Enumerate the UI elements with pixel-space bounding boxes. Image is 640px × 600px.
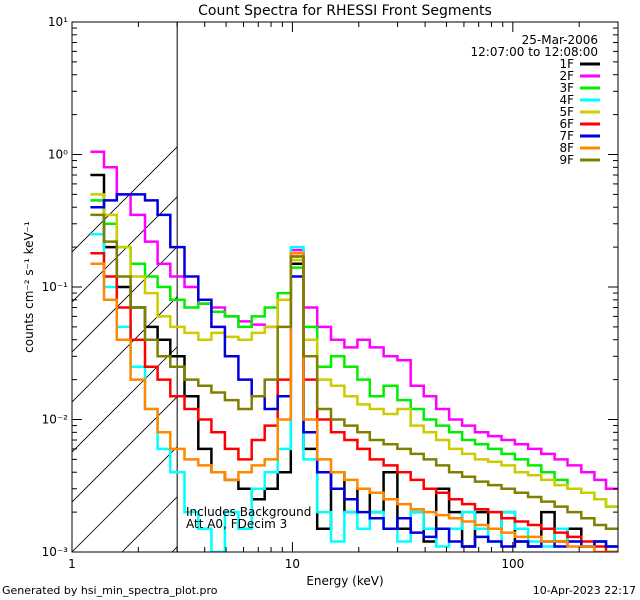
series-line-6F xyxy=(90,251,618,552)
legend-label-7F: 7F xyxy=(559,129,574,143)
legend-label-8F: 8F xyxy=(559,141,574,155)
y-axis-label: counts cm⁻² s⁻¹ keV⁻¹ xyxy=(22,221,36,353)
axes: 1 10 100 10⁻³ 10⁻² 10⁻¹ 10⁰ 10¹ xyxy=(42,15,619,571)
legend-label-1F: 1F xyxy=(559,57,574,71)
x-tick-label: 100 xyxy=(501,557,524,571)
y-tick-label: 10⁻³ xyxy=(42,545,69,559)
y-tick-label: 10⁻¹ xyxy=(42,280,69,294)
series-line-8F xyxy=(90,251,618,552)
legend-label-6F: 6F xyxy=(559,117,574,131)
x-tick-label: 10 xyxy=(285,557,300,571)
series-line-7F xyxy=(90,193,618,548)
timestamp-label: 10-Apr-2023 22:17 xyxy=(533,584,636,597)
date-label: 25-Mar-2006 xyxy=(522,33,598,47)
y-tick-label: 10⁻² xyxy=(42,413,69,427)
hatch-line xyxy=(72,246,178,353)
annotation-background: Includes Background xyxy=(186,505,311,519)
y-tick-label: 10⁰ xyxy=(48,148,68,162)
legend-label-3F: 3F xyxy=(559,81,574,95)
chart-title: Count Spectra for RHESSI Front Segments xyxy=(198,3,492,19)
hatch-line xyxy=(622,22,640,552)
series-lines xyxy=(90,22,618,552)
annotation-attenuator: Att A0, FDecim 3 xyxy=(186,517,287,531)
x-tick-label: 1 xyxy=(68,557,76,571)
legend-label-5F: 5F xyxy=(559,105,574,119)
x-axis-label: Energy (keV) xyxy=(306,574,383,588)
time-range-label: 12:07:00 to 12:08:00 xyxy=(471,45,598,59)
series-line-3F xyxy=(90,199,618,508)
hatch-line xyxy=(72,396,178,503)
hatch-line xyxy=(72,446,178,552)
legend-label-4F: 4F xyxy=(559,93,574,107)
generated-by-label: Generated by hsi_min_spectra_plot.pro xyxy=(2,584,218,597)
legend-label-9F: 9F xyxy=(559,153,574,167)
hatch-line xyxy=(72,196,178,303)
y-tick-label: 10¹ xyxy=(48,15,68,29)
hatched-region xyxy=(72,22,640,552)
series-line-5F xyxy=(90,193,618,508)
series-line-2F xyxy=(90,150,618,491)
legend-label-2F: 2F xyxy=(559,69,574,83)
series-line-4F xyxy=(90,233,618,552)
series-line-9F xyxy=(90,213,618,530)
